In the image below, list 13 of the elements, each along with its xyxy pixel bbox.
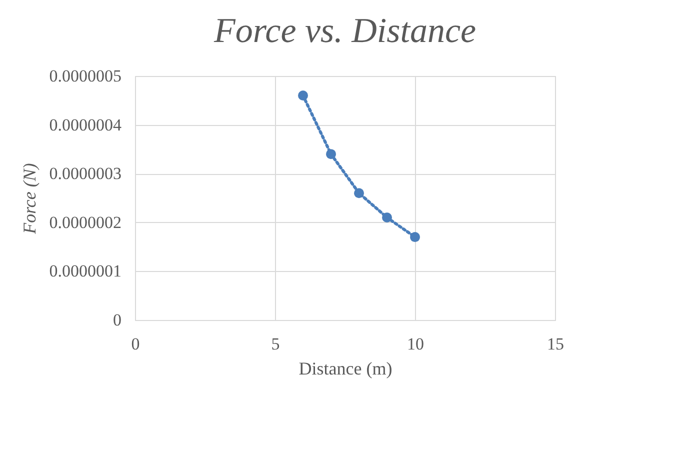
x-tick-label: 15 bbox=[547, 334, 564, 354]
x-tick-label: 5 bbox=[271, 334, 280, 354]
y-tick-label: 0.0000002 bbox=[49, 212, 122, 232]
y-axis-title: Force (N) bbox=[19, 163, 40, 235]
y-tick-label: 0.0000001 bbox=[49, 262, 122, 281]
x-tick-label: 0 bbox=[131, 334, 140, 354]
chart-title: Force vs. Distance bbox=[212, 11, 476, 50]
y-tick-label: 0.0000005 bbox=[49, 66, 122, 86]
y-tick-label: 0.0000003 bbox=[49, 164, 122, 184]
x-tick-label: 10 bbox=[407, 334, 424, 354]
x-axis-title: Distance (m) bbox=[298, 358, 392, 378]
y-tick-label: 0.0000004 bbox=[49, 115, 122, 134]
y-tick-label: 0 bbox=[113, 310, 122, 330]
